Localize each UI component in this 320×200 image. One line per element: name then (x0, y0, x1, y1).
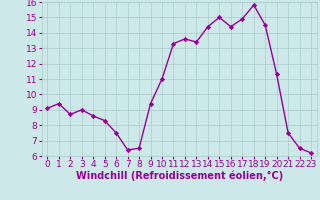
X-axis label: Windchill (Refroidissement éolien,°C): Windchill (Refroidissement éolien,°C) (76, 171, 283, 181)
